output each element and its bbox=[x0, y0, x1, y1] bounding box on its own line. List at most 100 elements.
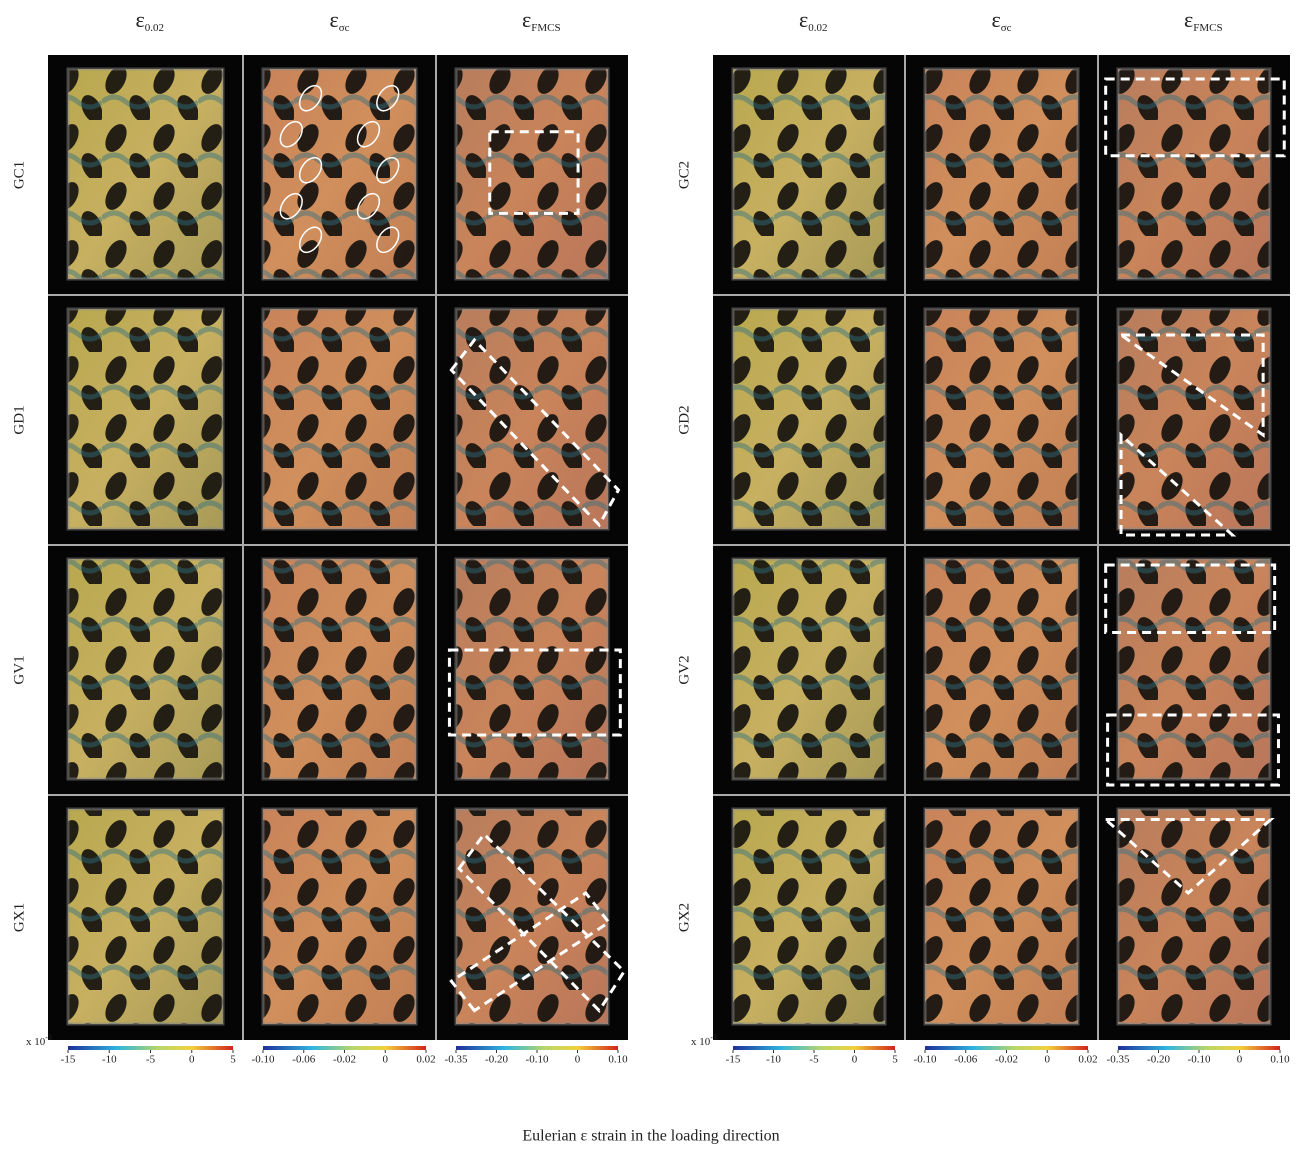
multiplier-exponent: -3 bbox=[45, 1033, 52, 1042]
specimen-edge bbox=[731, 307, 887, 531]
colorbar-tick-label: -0.35 bbox=[1107, 1054, 1130, 1066]
colorbar-tick-label: 0 bbox=[1237, 1054, 1243, 1066]
colorbar-tick-label: -0.06 bbox=[292, 1054, 315, 1066]
specimen-edge bbox=[454, 807, 610, 1026]
specimen-edge bbox=[923, 807, 1080, 1026]
multiplier-base: x 10 bbox=[691, 1036, 711, 1048]
strain-holes bbox=[733, 559, 885, 779]
highlight-ellipse bbox=[376, 156, 400, 184]
strain-holes bbox=[263, 309, 416, 529]
column-header: ε0.02 bbox=[799, 7, 828, 33]
colorbar bbox=[68, 1046, 233, 1050]
colorbar-tick-label: -0.10 bbox=[252, 1054, 275, 1066]
colorbar-tick-label: 0 bbox=[189, 1054, 195, 1066]
strain-holes bbox=[456, 559, 608, 779]
row-label: GC2 bbox=[676, 161, 692, 189]
specimen-edge bbox=[66, 807, 225, 1026]
specimen-edge bbox=[66, 557, 225, 781]
strain-holes bbox=[68, 69, 223, 279]
row-label: GC1 bbox=[11, 161, 27, 189]
colorbar-tick-label: -0.10 bbox=[1188, 1054, 1211, 1066]
column-header: ε0.02 bbox=[136, 7, 165, 33]
strain-holes bbox=[733, 69, 885, 279]
strain-holes bbox=[456, 69, 608, 279]
highlight-band bbox=[449, 890, 611, 1013]
highlight-band bbox=[457, 831, 627, 1013]
strain-holes bbox=[68, 559, 223, 779]
colorbar-tick-label: -0.02 bbox=[333, 1054, 356, 1066]
colorbar-tick-label: 0.10 bbox=[608, 1054, 628, 1066]
colorbar-tick-label: 0 bbox=[852, 1054, 858, 1066]
highlight-ellipse bbox=[279, 120, 303, 148]
colorbar-tick-label: 0.10 bbox=[1270, 1054, 1290, 1066]
colorbar-tick-label: -0.02 bbox=[995, 1054, 1018, 1066]
colorbar-tick-label: 0 bbox=[575, 1054, 581, 1066]
strain-holes bbox=[925, 559, 1078, 779]
strain-holes bbox=[456, 309, 608, 529]
strain-holes bbox=[733, 809, 885, 1024]
column-header: εFMCS bbox=[522, 7, 561, 33]
colorbar-multiplier: x 10-3 bbox=[691, 1033, 717, 1048]
strain-holes bbox=[733, 309, 885, 529]
colorbar-tick-label: -0.35 bbox=[445, 1054, 468, 1066]
specimen-edge bbox=[923, 307, 1080, 531]
colorbar-tick-label: -5 bbox=[809, 1054, 819, 1066]
column-subscript: σc bbox=[339, 22, 350, 34]
strain-holes bbox=[263, 809, 416, 1024]
highlight-ellipse bbox=[356, 192, 381, 220]
highlight-band bbox=[1101, 818, 1275, 896]
column-header: εσc bbox=[330, 7, 350, 33]
highlight-ellipse bbox=[376, 84, 400, 112]
specimen-edge bbox=[454, 67, 610, 281]
strain-holes bbox=[263, 559, 416, 779]
multiplier-base: x 10 bbox=[26, 1036, 46, 1048]
highlight-box bbox=[447, 648, 622, 737]
column-header: εσc bbox=[992, 7, 1012, 33]
specimen-edge bbox=[261, 67, 418, 281]
strain-holes bbox=[1118, 809, 1270, 1024]
colorbar bbox=[263, 1046, 426, 1050]
highlight-box bbox=[1104, 563, 1277, 634]
strain-holes bbox=[68, 309, 223, 529]
column-subscript: 0.02 bbox=[808, 22, 827, 34]
highlight-ellipse bbox=[298, 226, 323, 254]
column-symbol: ε bbox=[136, 7, 145, 32]
specimen-edge bbox=[454, 307, 610, 531]
specimen-edge bbox=[66, 67, 225, 281]
colorbar-tick-label: 5 bbox=[230, 1054, 236, 1066]
strain-holes bbox=[925, 309, 1078, 529]
row-label: GX1 bbox=[11, 903, 27, 932]
row-label: GX2 bbox=[676, 903, 692, 932]
colorbar bbox=[925, 1046, 1088, 1050]
row-label: GV2 bbox=[676, 655, 692, 684]
column-symbol: ε bbox=[1184, 7, 1193, 32]
colorbar-tick-label: -15 bbox=[61, 1054, 76, 1066]
column-header: εFMCS bbox=[1184, 7, 1223, 33]
specimen-edge bbox=[731, 557, 887, 781]
column-symbol: ε bbox=[330, 7, 339, 32]
specimen-edge bbox=[731, 67, 887, 281]
caption: Eulerian ε strain in the loading directi… bbox=[522, 1128, 779, 1145]
highlight-ellipse bbox=[298, 84, 323, 112]
highlight-box bbox=[1104, 77, 1286, 158]
highlight-ellipse bbox=[298, 156, 323, 184]
specimen-edge bbox=[261, 557, 418, 781]
specimen-edge bbox=[261, 307, 418, 531]
colorbar-tick-label: 0 bbox=[1045, 1054, 1051, 1066]
highlight-band bbox=[1119, 431, 1237, 537]
column-symbol: ε bbox=[799, 7, 808, 32]
colorbar-tick-label: -0.20 bbox=[1147, 1054, 1170, 1066]
colorbar bbox=[1118, 1046, 1280, 1050]
column-symbol: ε bbox=[992, 7, 1001, 32]
colorbar-tick-label: -5 bbox=[146, 1054, 156, 1066]
strain-holes bbox=[925, 809, 1078, 1024]
strain-holes bbox=[1118, 69, 1270, 279]
strain-holes bbox=[1118, 309, 1270, 529]
colorbar-tick-label: 5 bbox=[892, 1054, 898, 1066]
specimen-edge bbox=[454, 557, 610, 781]
column-subscript: σc bbox=[1001, 22, 1012, 34]
highlight-ellipse bbox=[376, 226, 400, 254]
strain-holes bbox=[68, 809, 223, 1024]
highlight-band bbox=[449, 337, 621, 528]
